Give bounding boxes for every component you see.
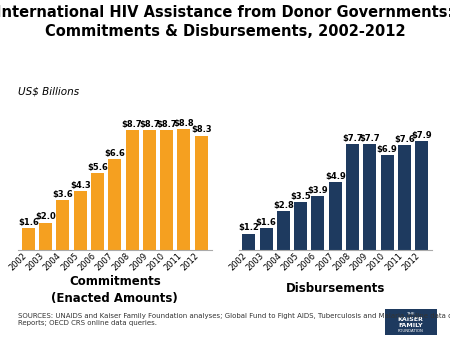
- Text: $8.8: $8.8: [174, 119, 194, 127]
- Bar: [22, 228, 35, 250]
- Bar: [108, 159, 121, 250]
- Bar: [177, 129, 190, 250]
- Text: (Enacted Amounts): (Enacted Amounts): [51, 292, 178, 305]
- Bar: [294, 202, 307, 250]
- Text: $8.3: $8.3: [191, 125, 211, 135]
- Bar: [329, 183, 342, 250]
- Bar: [260, 228, 273, 250]
- Text: $5.6: $5.6: [87, 163, 108, 172]
- Bar: [415, 141, 428, 250]
- Text: FAMILY: FAMILY: [398, 323, 423, 328]
- Text: $6.6: $6.6: [104, 149, 125, 158]
- Bar: [56, 200, 69, 250]
- Bar: [243, 234, 255, 250]
- Bar: [381, 155, 394, 250]
- Bar: [346, 144, 359, 250]
- Text: $6.9: $6.9: [377, 145, 397, 154]
- Bar: [39, 222, 52, 250]
- Text: $8.7: $8.7: [139, 120, 160, 129]
- Text: $7.9: $7.9: [411, 131, 432, 140]
- Text: $8.7: $8.7: [122, 120, 142, 129]
- Text: US$ Billions: US$ Billions: [18, 86, 79, 96]
- Text: $3.5: $3.5: [290, 192, 311, 201]
- Text: Disbursements: Disbursements: [286, 282, 385, 295]
- Bar: [277, 212, 290, 250]
- Text: $1.6: $1.6: [18, 218, 39, 227]
- Bar: [74, 191, 87, 250]
- Text: Commitments: Commitments: [69, 275, 161, 288]
- Bar: [160, 130, 173, 250]
- Text: $7.7: $7.7: [342, 134, 363, 143]
- Text: $3.6: $3.6: [53, 190, 73, 199]
- Bar: [363, 144, 376, 250]
- Bar: [143, 130, 156, 250]
- Text: International HIV Assistance from Donor Governments:
Commitments & Disbursements: International HIV Assistance from Donor …: [0, 5, 450, 39]
- Bar: [91, 173, 104, 250]
- Text: $2.8: $2.8: [273, 201, 294, 210]
- Text: FOUNDATION: FOUNDATION: [398, 329, 423, 333]
- Text: $7.6: $7.6: [394, 135, 415, 144]
- Text: $2.0: $2.0: [35, 212, 56, 221]
- Text: KAISER: KAISER: [398, 317, 423, 322]
- Bar: [311, 196, 324, 250]
- Text: $4.3: $4.3: [70, 181, 90, 190]
- Text: $4.9: $4.9: [325, 172, 346, 182]
- Text: SOURCES: UNAIDS and Kaiser Family Foundation analyses; Global Fund to Fight AIDS: SOURCES: UNAIDS and Kaiser Family Founda…: [18, 313, 450, 325]
- Text: $1.6: $1.6: [256, 218, 277, 227]
- Text: $7.7: $7.7: [360, 134, 380, 143]
- Bar: [195, 136, 207, 250]
- Text: $8.7: $8.7: [156, 120, 177, 129]
- Bar: [398, 145, 411, 250]
- Bar: [126, 130, 139, 250]
- Text: $3.9: $3.9: [308, 186, 328, 195]
- Text: THE: THE: [406, 312, 415, 316]
- Text: $1.2: $1.2: [238, 223, 259, 233]
